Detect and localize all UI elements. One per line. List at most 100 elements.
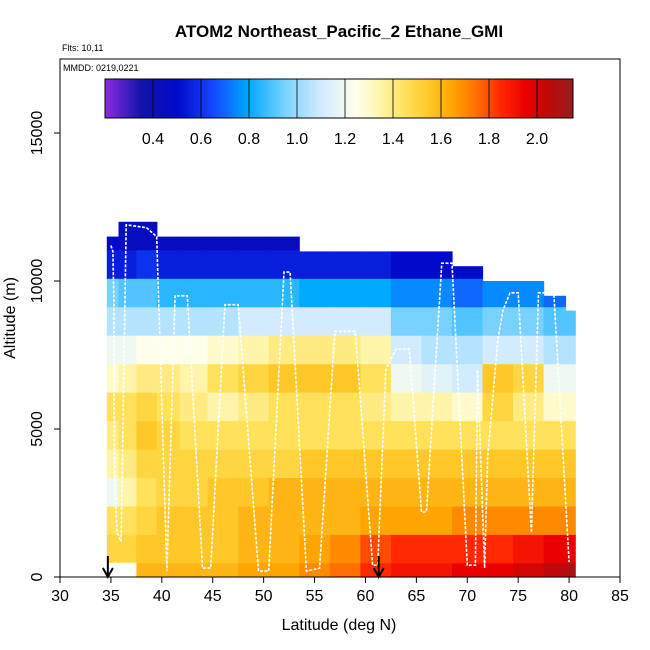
colorbar-segment [283, 79, 287, 118]
colorbar-segment [289, 79, 293, 118]
heatmap-cell [156, 477, 181, 507]
heatmap-cell [565, 448, 576, 478]
heatmap-cell [421, 562, 453, 578]
colorbar-segment [441, 79, 445, 118]
colorbar-segment [540, 79, 545, 118]
colorbar-segment [327, 79, 331, 118]
heatmap-cell [118, 363, 137, 393]
heatmap-cell [268, 306, 300, 336]
heatmap-cell [452, 363, 484, 393]
colorbar-segment [450, 79, 454, 118]
colorbar-segment [163, 79, 167, 118]
colorbar-tick-label: 0.6 [190, 131, 212, 148]
heatmap-cell [360, 335, 392, 365]
colorbar-segment [429, 79, 434, 118]
heatmap-cell [268, 236, 300, 251]
colorbar-segment [435, 79, 439, 118]
heatmap-cell [543, 534, 567, 564]
heatmap-cell [482, 335, 514, 365]
heatmap-cell [238, 420, 270, 450]
colorbar-segment [561, 79, 565, 118]
colorbar-segment [403, 79, 407, 118]
heatmap-cell [421, 420, 453, 450]
heatmap-cell [136, 420, 158, 450]
colorbar-segment [134, 79, 138, 118]
heatmap-cell [118, 278, 137, 308]
heatmap-cell [118, 335, 137, 365]
colorbar-tick-label: 1.8 [478, 131, 500, 148]
colorbar-segment [330, 79, 334, 118]
colorbar-segment [131, 79, 135, 118]
heatmap-cell [238, 534, 270, 564]
colorbar-segment [432, 79, 437, 118]
heatmap-cell [329, 562, 361, 578]
colorbar-segment [456, 79, 460, 118]
colorbar-segment [397, 79, 401, 118]
colorbar-segment [458, 79, 463, 118]
colorbar-segment [479, 79, 483, 118]
heatmap-cell [156, 392, 181, 422]
heatmap-cell [513, 534, 545, 564]
x-tick-label: 70 [458, 588, 476, 605]
colorbar-segment [204, 79, 208, 118]
heatmap-cell [299, 278, 331, 308]
colorbar-tick-label: 0.4 [142, 131, 164, 148]
colorbar-segment [339, 79, 343, 118]
heatmap-cell [238, 562, 270, 578]
colorbar-segment [169, 79, 173, 118]
heatmap-cell [452, 266, 484, 279]
colorbar-segment [333, 79, 337, 118]
colorbar-segment [110, 79, 115, 118]
colorbar-segment [350, 79, 355, 118]
heatmap-cell [136, 505, 158, 535]
colorbar-segment [125, 79, 129, 118]
heatmap-cell [136, 363, 158, 393]
heatmap-cell [421, 251, 453, 279]
heatmap-cell [156, 363, 181, 393]
colorbar-segment [549, 79, 554, 118]
colorbar-segment [207, 79, 211, 118]
x-axis-label: Latitude (deg N) [282, 617, 397, 634]
dates-label: MMDD: 0219,0221 [63, 63, 139, 73]
heatmap-cell [482, 281, 514, 308]
heatmap-cell [513, 363, 545, 393]
colorbar-segment [344, 79, 349, 118]
plot-frame [59, 58, 621, 578]
colorbar-segment [236, 79, 241, 118]
colorbar-segment [420, 79, 425, 118]
heatmap-cell [513, 448, 545, 478]
heatmap-cell [156, 420, 181, 450]
colorbar-segment [315, 79, 320, 118]
colorbar-segment [166, 79, 170, 118]
heatmap-cell [106, 335, 120, 365]
heatmap-cell [156, 534, 181, 564]
heatmap-cell [179, 306, 209, 336]
heatmap-cell [268, 448, 300, 478]
heatmap-cell [390, 448, 422, 478]
heatmap-cell [543, 306, 567, 336]
heatmap-cell [118, 477, 137, 507]
x-tick-label: 30 [51, 588, 69, 605]
heatmap-cell [329, 278, 361, 308]
heatmap-cell [238, 278, 270, 308]
colorbar-segment [505, 79, 510, 118]
heatmap-cell [452, 278, 484, 308]
heatmap-cell [329, 448, 361, 478]
heatmap-cell [329, 392, 361, 422]
heatmap-cell [299, 306, 331, 336]
colorbar-segment [412, 79, 416, 118]
colorbar-segment [321, 79, 325, 118]
heatmap-cell [329, 534, 361, 564]
x-tick-label: 40 [153, 588, 171, 605]
heatmap-cell [360, 306, 392, 336]
heatmap-cell [156, 448, 181, 478]
colorbar-segment [444, 79, 448, 118]
colorbar-segment [423, 79, 428, 118]
heatmap-cell [513, 420, 545, 450]
colorbar-segment [274, 79, 279, 118]
heatmap-cell [390, 505, 422, 535]
colorbar-segment [491, 79, 495, 118]
colorbar-segment [526, 79, 530, 118]
heatmap-cell [360, 477, 392, 507]
heatmap-cell [390, 534, 422, 564]
